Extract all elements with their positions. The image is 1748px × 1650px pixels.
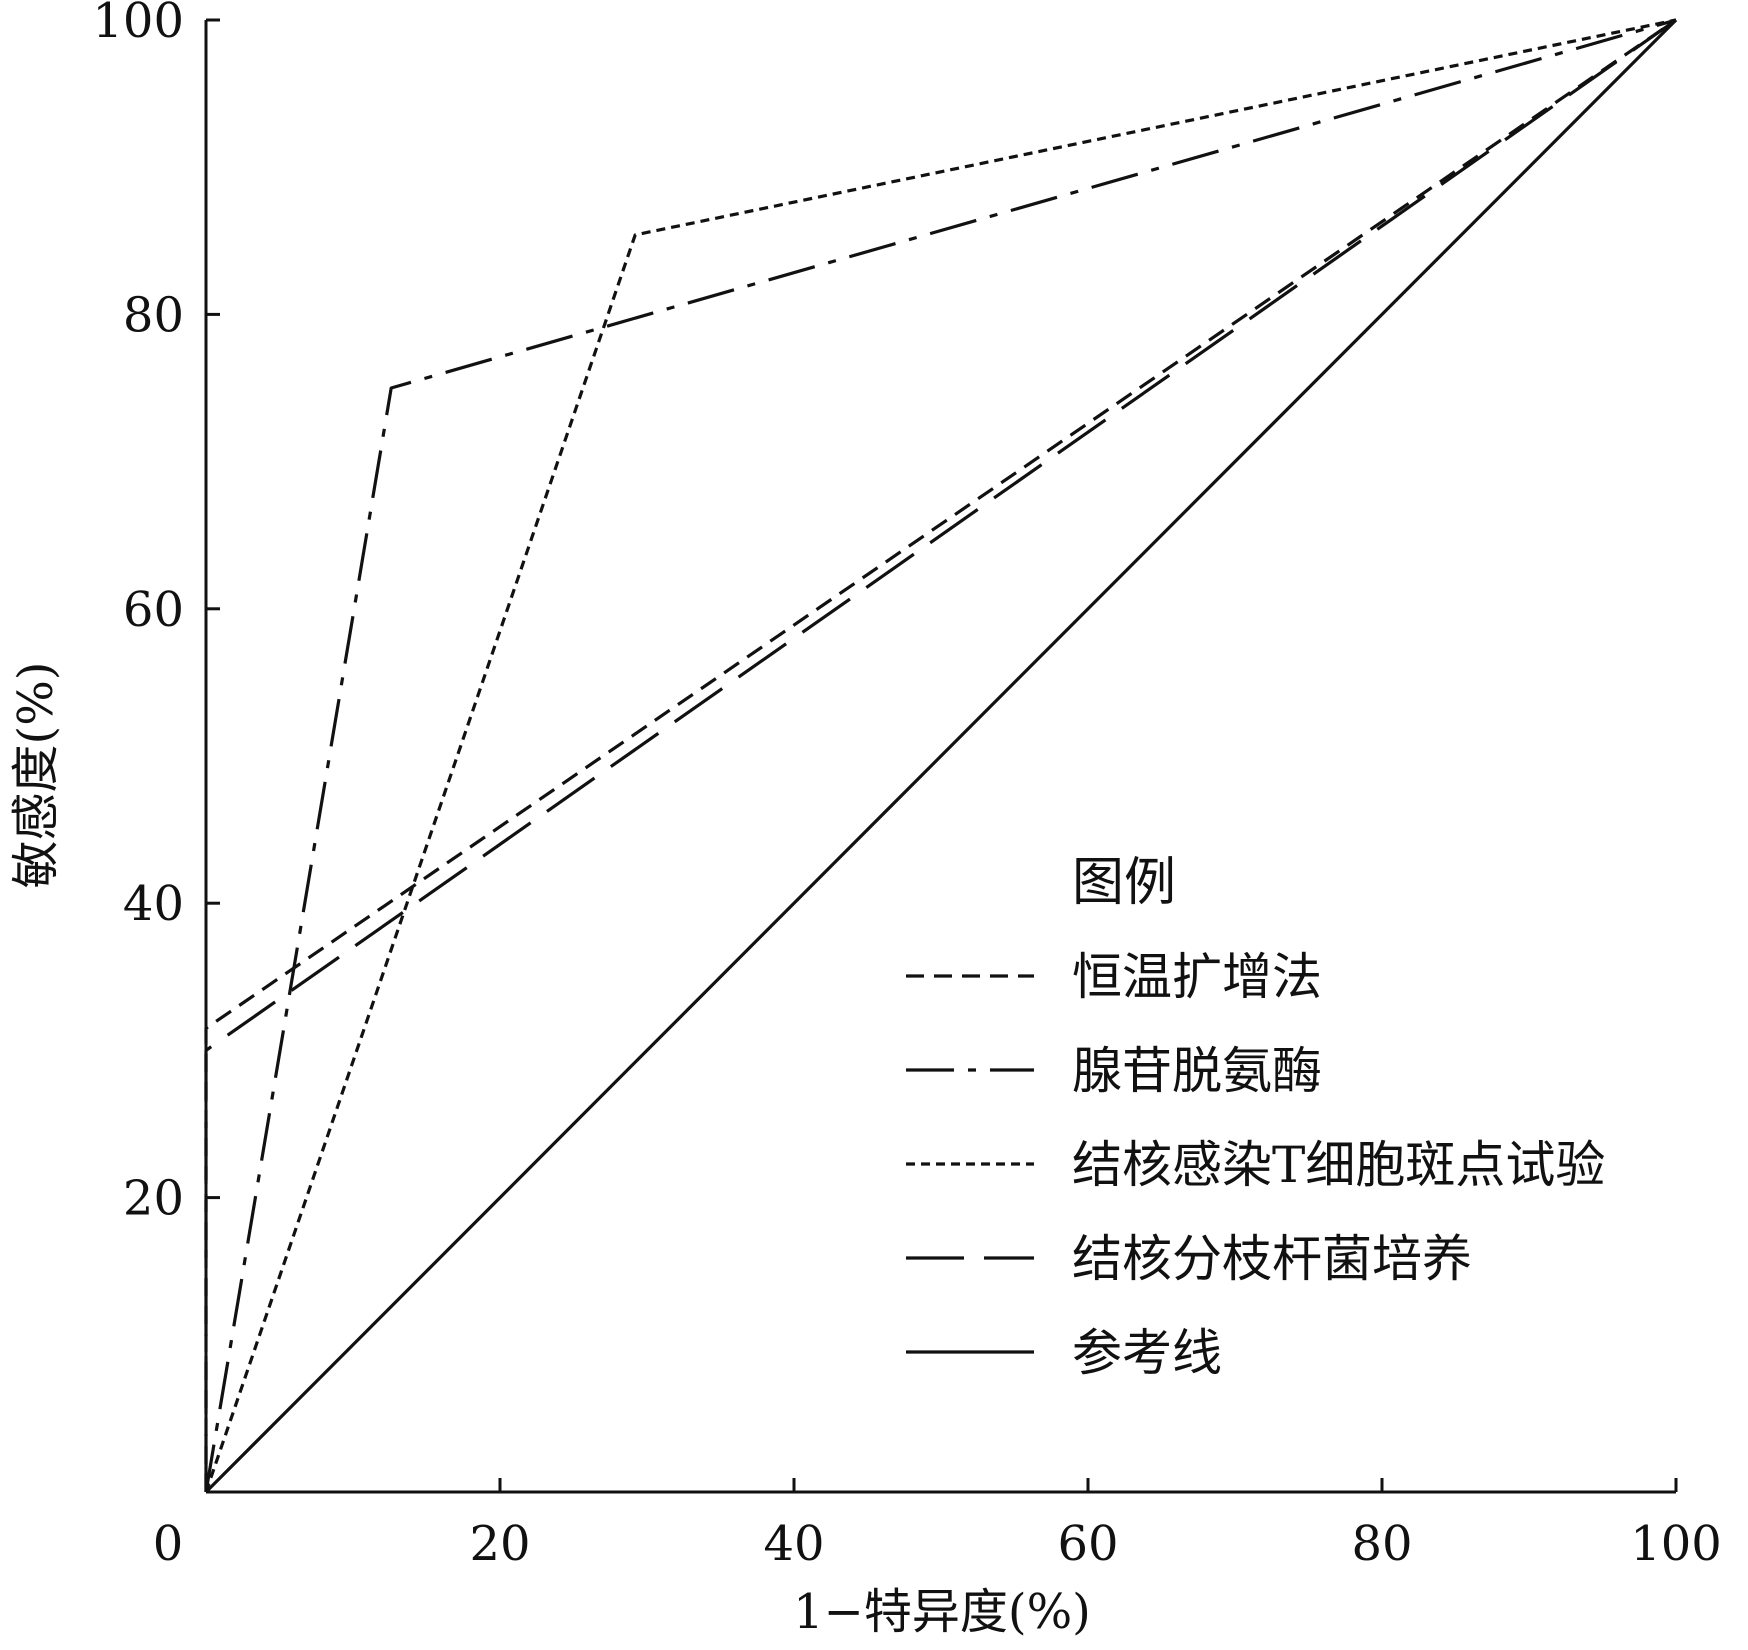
series-line-5 [204, 18, 1678, 1494]
y-tick-label: 20 [123, 1171, 184, 1227]
series-line-2 [204, 18, 1677, 1493]
x-tick-label: 60 [1057, 1516, 1118, 1572]
x-tick-label: 0 [153, 1516, 184, 1572]
y-tick-label: 80 [123, 287, 184, 343]
series-line-1 [204, 18, 1677, 1492]
legend-label-5: 参考线 [1072, 1324, 1222, 1382]
x-tick-label: 40 [763, 1516, 824, 1572]
legend-label-2: 腺苷脱氨酶 [1072, 1042, 1322, 1100]
tick-labels: 0 20 40 60 80 100 20 40 60 80 100 [92, 0, 1721, 1572]
y-tick-label: 60 [123, 582, 184, 638]
y-axis-title: 敏感度(%) [8, 661, 64, 888]
series-line-4 [204, 18, 1677, 1492]
series-line-3 [204, 18, 1677, 1493]
x-tick-label: 80 [1351, 1516, 1412, 1572]
x-axis-title: 1−特异度(%) [793, 1584, 1091, 1640]
legend-label-4: 结核分枝杆菌培养 [1072, 1230, 1472, 1288]
y-tick-label: 40 [123, 876, 184, 932]
series-lines [204, 18, 1678, 1494]
legend-label-1: 恒温扩增法 [1072, 948, 1322, 1006]
legend-title: 图例 [1072, 853, 1176, 913]
x-tick-label: 100 [1630, 1516, 1722, 1572]
legend-label-3: 结核感染T细胞斑点试验 [1072, 1136, 1605, 1194]
y-tick-label: 100 [92, 0, 184, 49]
x-tick-label: 20 [469, 1516, 530, 1572]
